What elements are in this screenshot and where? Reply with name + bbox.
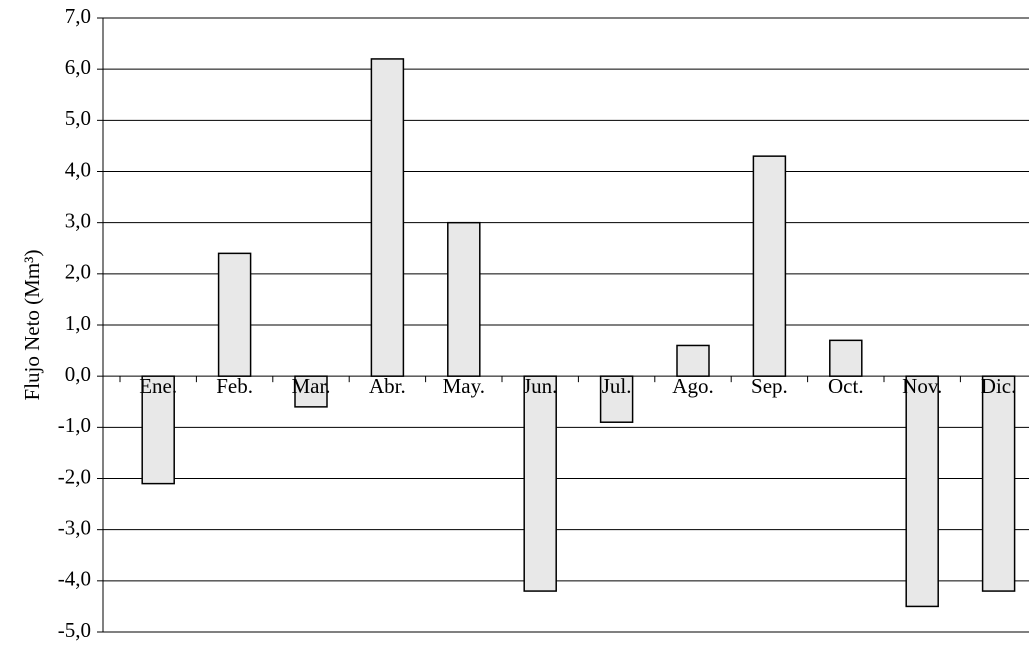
x-tick-label: Jun.: [523, 374, 557, 398]
bar: [752, 155, 787, 377]
y-tick-label: 4,0: [65, 157, 91, 181]
x-tick-label: Oct.: [828, 374, 864, 398]
y-tick-label: -5,0: [58, 618, 91, 642]
y-tick-label: -2,0: [58, 464, 91, 488]
x-tick-label: Sep.: [751, 374, 788, 398]
y-tick-label: 3,0: [65, 208, 91, 232]
bar: [599, 375, 634, 423]
bar: [523, 375, 557, 592]
y-tick-label: 1,0: [65, 311, 91, 335]
x-tick-label: Jul.: [602, 374, 632, 398]
bar: [370, 58, 405, 377]
y-tick-label: -1,0: [58, 413, 91, 437]
bar: [294, 375, 328, 408]
y-tick-label: -3,0: [58, 515, 91, 539]
bar: [905, 375, 939, 608]
bar: [829, 339, 863, 377]
x-tick-label: Nov.: [902, 374, 942, 398]
x-tick-label: Dic.: [981, 374, 1017, 398]
x-tick-label: Ago.: [672, 374, 713, 398]
y-tick-label: 7,0: [65, 4, 91, 28]
x-tick-label: May.: [443, 374, 485, 398]
bar: [676, 344, 710, 377]
x-tick-label: Abr.: [369, 374, 406, 398]
bar: [981, 375, 1016, 592]
y-tick-label: 5,0: [65, 106, 91, 130]
bar: [447, 221, 481, 377]
y-axis-label: Flujo Neto (Mm³): [20, 250, 44, 401]
y-tick-label: -4,0: [58, 567, 91, 591]
bar: [141, 375, 175, 485]
y-tick-label: 2,0: [65, 260, 91, 284]
y-tick-label: 0,0: [65, 362, 91, 386]
x-tick-label: Ene.: [139, 374, 177, 398]
bar: [217, 252, 252, 377]
x-tick-label: Mar.: [291, 374, 330, 398]
x-tick-label: Feb.: [216, 374, 253, 398]
y-tick-label: 6,0: [65, 55, 91, 79]
